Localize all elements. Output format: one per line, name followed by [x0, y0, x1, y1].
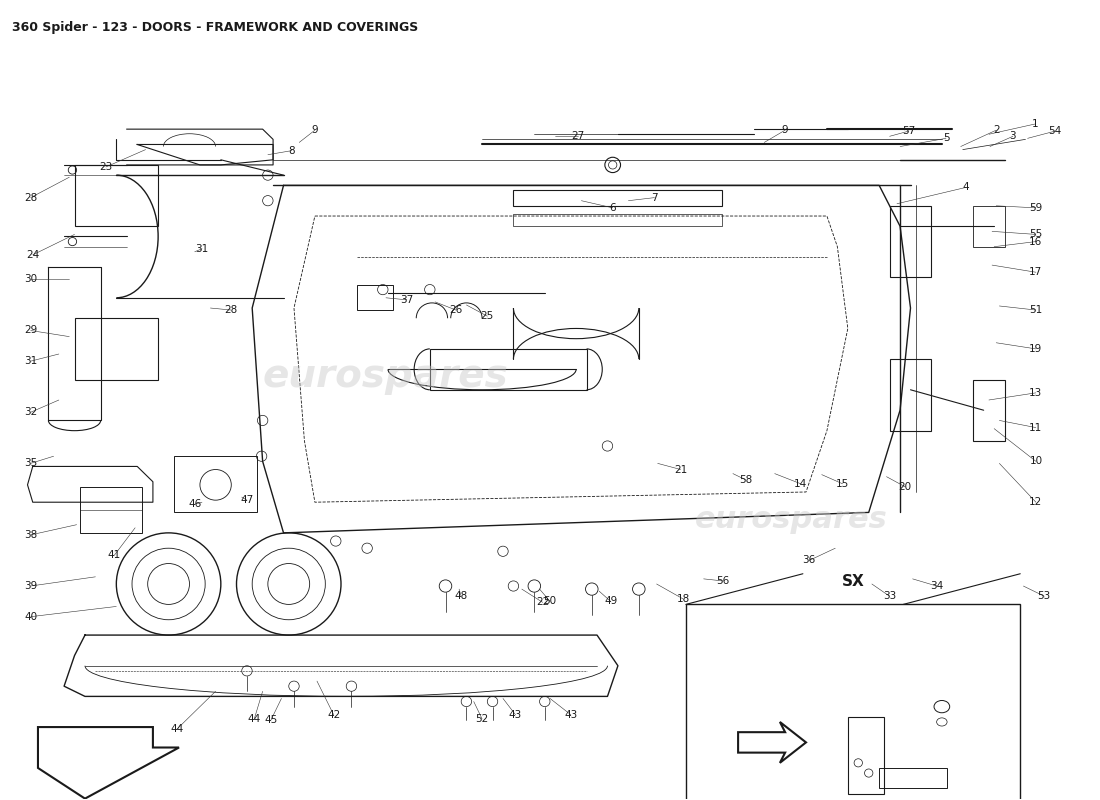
- Text: 45: 45: [264, 715, 277, 725]
- Text: 54: 54: [1048, 126, 1062, 136]
- Text: 6: 6: [609, 203, 616, 213]
- Text: 9: 9: [311, 125, 318, 135]
- Text: 43: 43: [509, 710, 522, 720]
- Text: 18: 18: [678, 594, 691, 604]
- Text: 5: 5: [943, 134, 949, 143]
- Text: 59: 59: [1030, 203, 1043, 213]
- FancyBboxPatch shape: [685, 605, 1020, 800]
- Text: 20: 20: [899, 482, 912, 492]
- Text: 55: 55: [1030, 230, 1043, 239]
- Polygon shape: [39, 727, 179, 798]
- Text: 21: 21: [674, 465, 688, 474]
- Text: 35: 35: [24, 458, 37, 468]
- Text: 56: 56: [716, 576, 729, 586]
- Text: 19: 19: [1030, 344, 1043, 354]
- Text: 37: 37: [400, 295, 414, 305]
- Text: 44: 44: [248, 714, 261, 724]
- Text: 17: 17: [1030, 267, 1043, 278]
- Text: 25: 25: [481, 311, 494, 321]
- Text: 4: 4: [962, 182, 969, 193]
- Text: 7: 7: [651, 193, 658, 202]
- Text: 3: 3: [1010, 131, 1016, 142]
- Text: 39: 39: [24, 581, 37, 591]
- Text: 28: 28: [224, 305, 238, 315]
- Text: 10: 10: [1030, 456, 1043, 466]
- Text: 26: 26: [449, 305, 463, 315]
- Text: 15: 15: [836, 479, 849, 489]
- Text: 47: 47: [240, 495, 254, 505]
- Text: 13: 13: [1030, 388, 1043, 398]
- Text: 51: 51: [1030, 305, 1043, 315]
- Text: eurospares: eurospares: [263, 357, 508, 395]
- Text: 14: 14: [794, 479, 807, 489]
- Text: 58: 58: [739, 474, 752, 485]
- Text: 24: 24: [26, 250, 40, 260]
- Text: 43: 43: [564, 710, 578, 720]
- Text: 27: 27: [572, 131, 585, 142]
- Text: 31: 31: [196, 244, 209, 254]
- Text: 33: 33: [883, 591, 896, 602]
- Text: 29: 29: [24, 326, 37, 335]
- Text: 28: 28: [24, 193, 37, 202]
- Text: 52: 52: [475, 714, 488, 724]
- Text: 42: 42: [327, 710, 340, 720]
- Text: 2: 2: [993, 125, 1000, 135]
- Text: SX: SX: [842, 574, 865, 589]
- Text: 50: 50: [543, 596, 557, 606]
- Text: 46: 46: [188, 499, 201, 510]
- Text: 40: 40: [24, 612, 37, 622]
- Text: 30: 30: [24, 274, 37, 284]
- Text: 9: 9: [782, 125, 789, 135]
- Text: 8: 8: [288, 146, 295, 156]
- Text: 38: 38: [24, 530, 37, 540]
- Text: 36: 36: [803, 555, 816, 566]
- Text: eurospares: eurospares: [695, 505, 888, 534]
- Text: 44: 44: [170, 724, 184, 734]
- Text: 48: 48: [454, 591, 467, 602]
- Text: 49: 49: [604, 596, 617, 606]
- Text: 32: 32: [24, 407, 37, 418]
- Text: 41: 41: [108, 550, 121, 560]
- Text: 22: 22: [536, 598, 549, 607]
- Text: 11: 11: [1030, 422, 1043, 433]
- Text: 57: 57: [902, 126, 915, 136]
- Polygon shape: [738, 722, 806, 763]
- Text: 16: 16: [1030, 237, 1043, 246]
- Text: 31: 31: [24, 356, 37, 366]
- Text: 34: 34: [930, 581, 944, 591]
- Text: 1: 1: [1032, 119, 1038, 129]
- Text: 360 Spider - 123 - DOORS - FRAMEWORK AND COVERINGS: 360 Spider - 123 - DOORS - FRAMEWORK AND…: [12, 22, 419, 34]
- Text: 12: 12: [1030, 498, 1043, 507]
- Text: 23: 23: [99, 162, 112, 172]
- Text: 53: 53: [1037, 591, 1050, 602]
